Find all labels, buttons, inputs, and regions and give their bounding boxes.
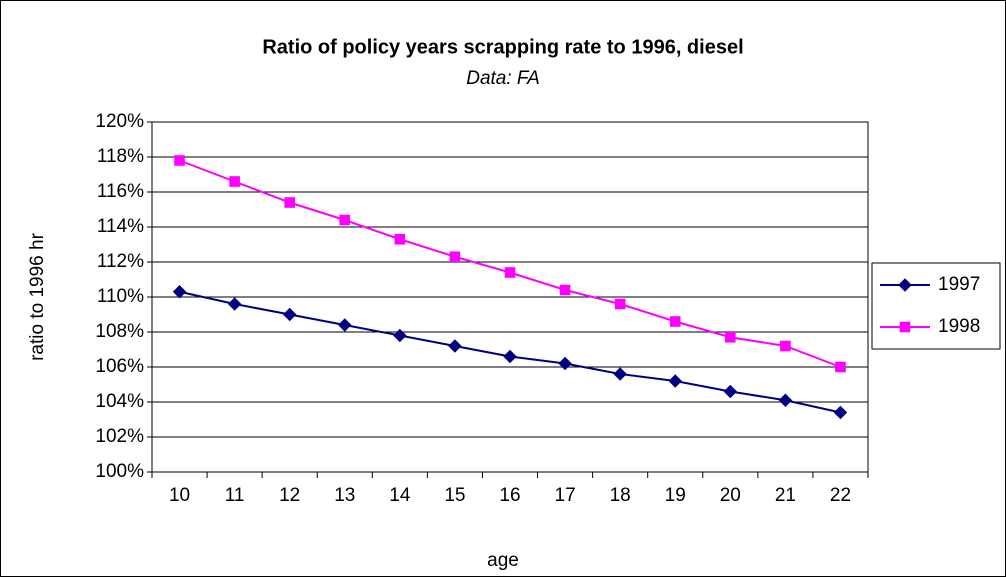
data-point [503, 349, 517, 364]
x-tick-label: 22 [830, 485, 851, 506]
data-point [227, 297, 242, 311]
legend-marker [898, 278, 912, 292]
data-point [614, 298, 626, 310]
y-tick-label: 108% [95, 321, 144, 342]
y-axis-label: ratio to 1996 hr [27, 232, 48, 360]
x-tick-label: 16 [499, 485, 520, 506]
data-point [339, 214, 351, 226]
data-point [778, 393, 793, 407]
x-tick-label: 12 [279, 485, 300, 506]
data-point [835, 361, 846, 373]
data-point [780, 340, 791, 352]
data-point [393, 328, 407, 343]
y-tick-label: 114% [97, 216, 144, 237]
x-tick-label: 21 [775, 485, 796, 506]
data-point [833, 405, 848, 420]
y-tick-label: 112% [97, 251, 144, 272]
y-tick-label: 110% [97, 286, 144, 307]
x-tick-label: 15 [444, 485, 465, 506]
data-point [558, 356, 572, 371]
data-point [725, 331, 736, 343]
data-point [504, 267, 516, 278]
data-point [668, 374, 682, 388]
chart-subtitle: Data: FA [466, 68, 540, 89]
data-point [613, 367, 627, 381]
x-tick-label: 11 [225, 485, 245, 506]
data-point [172, 285, 187, 299]
legend-marker [899, 321, 911, 333]
x-tick-label: 14 [389, 485, 411, 506]
legend-label: 1997 [938, 274, 980, 295]
data-point [174, 155, 185, 166]
chart-title: Ratio of policy years scrapping rate to … [262, 36, 743, 58]
y-tick-label: 120% [95, 111, 144, 132]
y-tick-label: 100% [95, 461, 144, 482]
plot-border [151, 121, 869, 473]
data-point [282, 307, 297, 322]
x-tick-label: 17 [555, 485, 576, 506]
x-tick-label: 10 [169, 485, 190, 506]
data-point [338, 318, 352, 332]
data-point [448, 339, 462, 353]
data-point [723, 384, 738, 399]
y-tick-label: 116% [97, 181, 144, 202]
data-point [559, 284, 571, 296]
x-tick-label: 20 [720, 485, 741, 506]
y-tick-label: 118% [97, 146, 144, 167]
data-point [394, 233, 406, 245]
data-point [229, 176, 240, 187]
x-tick-label: 13 [334, 485, 355, 506]
data-point [669, 316, 681, 327]
x-axis-label: age [487, 550, 519, 571]
x-tick-label: 19 [665, 485, 686, 506]
data-point [284, 197, 295, 208]
legend-box [871, 262, 1001, 350]
y-tick-label: 102% [95, 426, 144, 447]
y-tick-label: 104% [95, 391, 144, 412]
y-tick-label: 106% [95, 356, 144, 377]
legend-label: 1998 [938, 316, 980, 337]
data-point [449, 251, 461, 263]
x-tick-label: 18 [610, 485, 631, 506]
